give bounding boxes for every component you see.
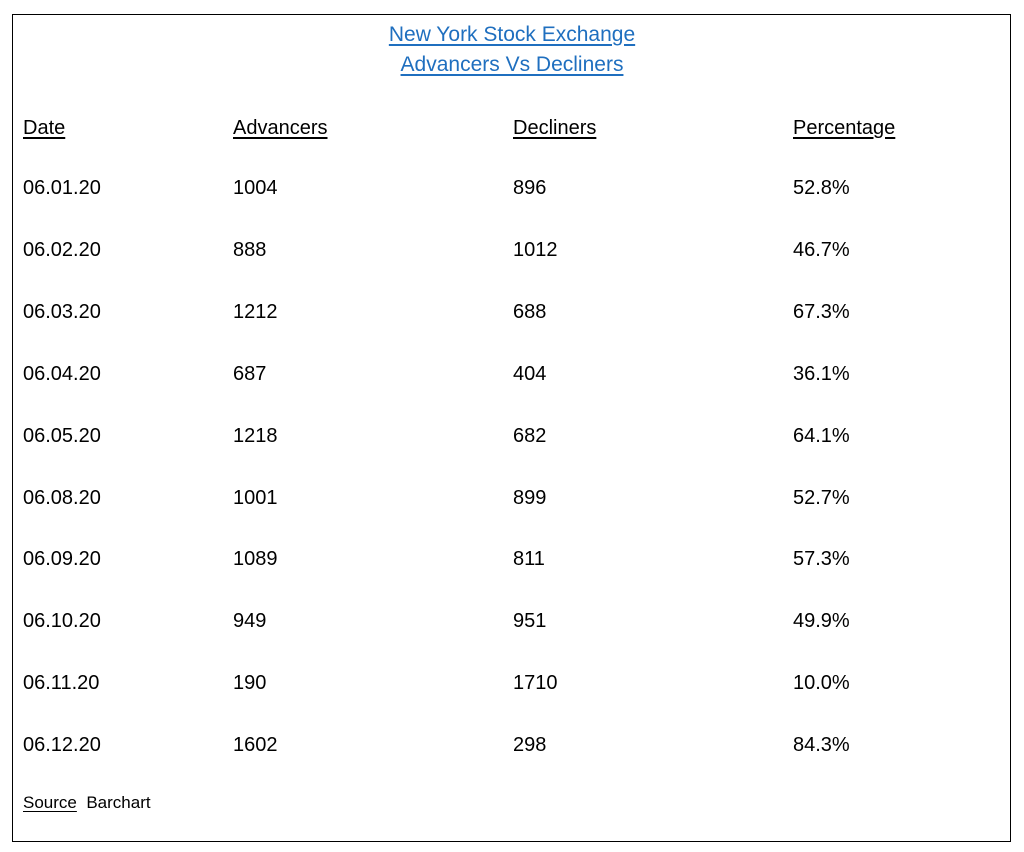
cell-percentage: 84.3% xyxy=(793,734,850,756)
column-header-date: Date xyxy=(23,117,66,139)
cell-advancers: 949 xyxy=(233,610,267,632)
cell-decliners: 404 xyxy=(513,363,547,385)
source-value: Barchart xyxy=(86,793,151,812)
cell-date: 06.09.20 xyxy=(23,548,101,570)
cell-percentage: 67.3% xyxy=(793,301,850,323)
document-frame xyxy=(12,14,1011,842)
cell-decliners: 1012 xyxy=(513,239,558,261)
cell-advancers: 1218 xyxy=(233,425,278,447)
cell-percentage: 52.8% xyxy=(793,177,850,199)
column-header-percentage: Percentage xyxy=(793,117,896,139)
cell-percentage: 10.0% xyxy=(793,672,850,694)
cell-advancers: 1004 xyxy=(233,177,278,199)
cell-date: 06.08.20 xyxy=(23,487,101,509)
cell-percentage: 49.9% xyxy=(793,610,850,632)
title-line-2: Advancers Vs Decliners xyxy=(400,53,624,76)
cell-decliners: 951 xyxy=(513,610,547,632)
cell-advancers: 190 xyxy=(233,672,267,694)
cell-decliners: 899 xyxy=(513,487,547,509)
cell-decliners: 682 xyxy=(513,425,547,447)
cell-decliners: 896 xyxy=(513,177,547,199)
cell-decliners: 1710 xyxy=(513,672,558,694)
column-header-decliners: Decliners xyxy=(513,117,597,139)
cell-date: 06.04.20 xyxy=(23,363,101,385)
cell-advancers: 1001 xyxy=(233,487,278,509)
cell-advancers: 1089 xyxy=(233,548,278,570)
title-line-1: New York Stock Exchange xyxy=(388,23,636,46)
cell-advancers: 687 xyxy=(233,363,267,385)
cell-date: 06.02.20 xyxy=(23,239,101,261)
cell-advancers: 888 xyxy=(233,239,267,261)
cell-percentage: 46.7% xyxy=(793,239,850,261)
cell-decliners: 811 xyxy=(513,548,545,570)
source-note: Source Barchart xyxy=(23,792,151,814)
cell-percentage: 52.7% xyxy=(793,487,850,509)
cell-date: 06.01.20 xyxy=(23,177,101,199)
cell-date: 06.12.20 xyxy=(23,734,101,756)
cell-percentage: 36.1% xyxy=(793,363,850,385)
cell-date: 06.11.20 xyxy=(23,672,100,694)
cell-percentage: 64.1% xyxy=(793,425,850,447)
cell-decliners: 298 xyxy=(513,734,547,756)
document-title: New York Stock Exchange Advancers Vs Dec… xyxy=(0,20,1024,80)
column-header-advancers: Advancers xyxy=(233,117,328,139)
cell-date: 06.10.20 xyxy=(23,610,101,632)
cell-decliners: 688 xyxy=(513,301,547,323)
cell-date: 06.03.20 xyxy=(23,301,101,323)
cell-advancers: 1602 xyxy=(233,734,278,756)
source-label: Source xyxy=(23,793,77,812)
cell-date: 06.05.20 xyxy=(23,425,101,447)
cell-advancers: 1212 xyxy=(233,301,278,323)
cell-percentage: 57.3% xyxy=(793,548,850,570)
